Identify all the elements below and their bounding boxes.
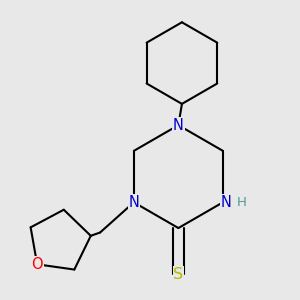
- Text: O: O: [31, 257, 43, 272]
- Text: H: H: [236, 196, 246, 209]
- Text: N: N: [173, 118, 184, 133]
- Text: N: N: [221, 195, 232, 210]
- Text: N: N: [128, 195, 139, 210]
- Text: S: S: [173, 267, 183, 282]
